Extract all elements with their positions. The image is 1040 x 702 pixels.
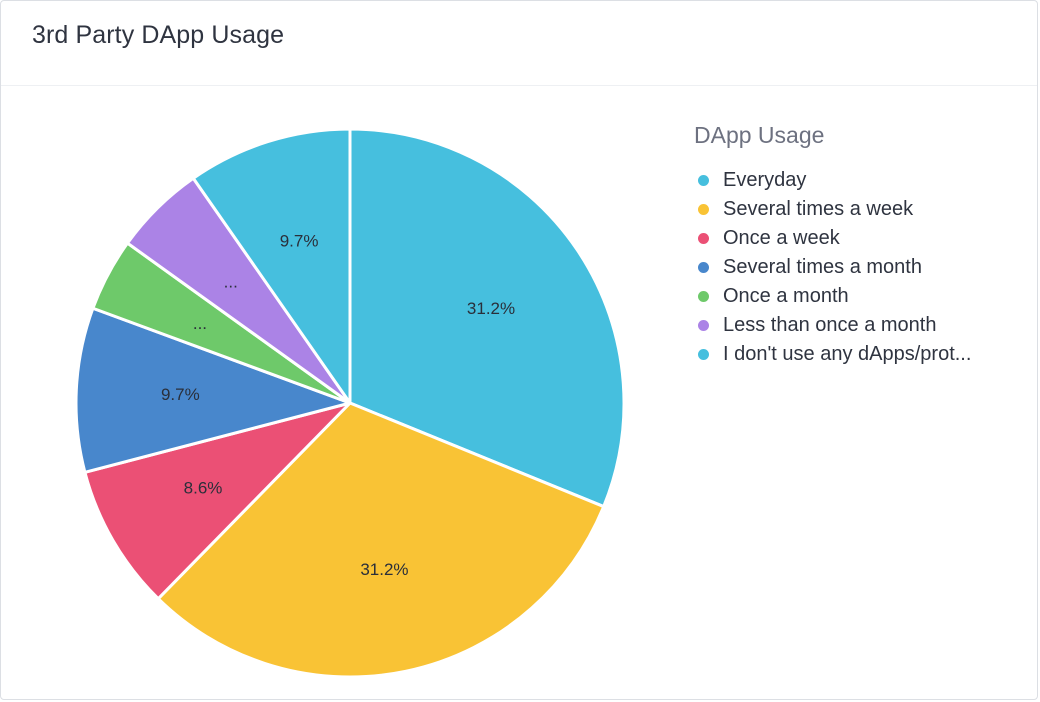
legend-label: Once a week bbox=[723, 227, 840, 249]
legend-item-2[interactable]: Once a week bbox=[694, 224, 971, 253]
pie-slice-label-4: ... bbox=[193, 314, 207, 333]
legend-dot-icon bbox=[698, 175, 709, 186]
legend-dot-icon bbox=[698, 233, 709, 244]
pie-slice-label-2: 8.6% bbox=[184, 479, 223, 498]
legend-dot-icon bbox=[698, 262, 709, 273]
legend-label: Everyday bbox=[723, 169, 807, 191]
legend-item-0[interactable]: Everyday bbox=[694, 166, 971, 195]
legend-label: I don't use any dApps/prot... bbox=[723, 343, 972, 365]
legend-item-6[interactable]: I don't use any dApps/prot... bbox=[694, 340, 971, 369]
pie-slice-2[interactable] bbox=[83, 401, 352, 601]
legend-dot-icon bbox=[698, 291, 709, 302]
pie-slice-label-5: ... bbox=[224, 273, 238, 292]
legend-item-3[interactable]: Several times a month bbox=[694, 253, 971, 282]
pie-slice-label-3: 9.7% bbox=[161, 385, 200, 404]
pie-slice-6[interactable] bbox=[191, 127, 352, 405]
legend-label: Once a month bbox=[723, 285, 849, 307]
legend-dot-icon bbox=[698, 320, 709, 331]
legend-label: Several times a week bbox=[723, 198, 914, 220]
legend-items: Everyday Several times a week Once a week S… bbox=[694, 166, 971, 369]
legend-label: Several times a month bbox=[723, 256, 922, 278]
legend-label: Less than once a month bbox=[723, 314, 937, 336]
legend: DApp Usage Everyday Several times a week O… bbox=[694, 122, 971, 369]
pie-slice-label-0: 31.2% bbox=[467, 299, 515, 318]
pie-slice-3[interactable] bbox=[74, 306, 352, 474]
legend-title: DApp Usage bbox=[694, 122, 825, 148]
card-header: 3rd Party DApp Usage bbox=[1, 1, 1037, 86]
pie-slices bbox=[74, 127, 626, 679]
legend-dot-icon bbox=[698, 204, 709, 215]
pie-slice-0[interactable] bbox=[348, 127, 626, 509]
pie-slice-labels: 31.2% 31.2% 8.6% 9.7%...... 9.7% bbox=[161, 231, 515, 578]
pie-slice-label-1: 31.2% bbox=[360, 560, 408, 579]
pie-slice-label-6: 9.7% bbox=[280, 231, 319, 250]
legend-item-4[interactable]: Once a month bbox=[694, 282, 971, 311]
legend-item-5[interactable]: Less than once a month bbox=[694, 311, 971, 340]
pie-slice-1[interactable] bbox=[156, 401, 606, 679]
legend-dot-icon bbox=[698, 349, 709, 360]
card-title: 3rd Party DApp Usage bbox=[32, 21, 285, 49]
legend-item-1[interactable]: Several times a week bbox=[694, 195, 971, 224]
